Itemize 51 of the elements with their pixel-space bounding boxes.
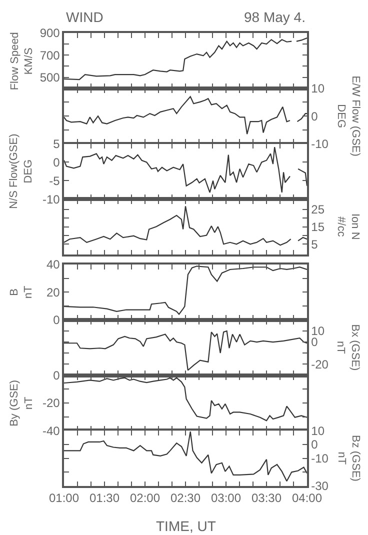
x-tick-label: 03:30	[251, 491, 282, 506]
line-series	[64, 96, 291, 135]
line-series	[64, 206, 292, 246]
y-tick-label: 700	[40, 48, 60, 62]
y-tick-label: -20	[42, 396, 60, 410]
y2-tick-label: -30	[311, 479, 329, 494]
y-axis-title: N/S Flow(GSE) DEG	[8, 134, 34, 209]
y2-axis-title: Ion N #/cc	[334, 214, 362, 240]
y2-tick-label: 10	[311, 82, 325, 96]
y-tick-label: -40	[42, 424, 60, 438]
line-series	[64, 266, 307, 315]
y2-axis-title: E/W Flow (GSE) DEG	[335, 76, 362, 156]
y-tick-label: 500	[40, 70, 60, 84]
y-tick-label: 900	[40, 26, 60, 40]
x-tick-label: 01:30	[89, 491, 120, 506]
y-tick-label: 0	[53, 155, 60, 170]
y-tick-label: -5	[49, 174, 60, 188]
y2-tick-label: -10	[311, 136, 329, 151]
y2-tick-label: 0	[311, 438, 318, 452]
y-tick-label: -10	[42, 192, 60, 206]
y-axis-title: B nT	[8, 286, 35, 299]
y2-axis-title: Bx (GSE) nT	[334, 324, 361, 371]
x-tick-label: 01:00	[48, 491, 80, 506]
x-tick-label: 02:00	[130, 491, 160, 506]
y2-tick-label: 15	[311, 220, 325, 234]
y-tick-label: 0	[53, 368, 60, 382]
y2-tick-label: -10	[311, 452, 329, 466]
x-tick-label: 03:00	[210, 491, 242, 506]
line-series	[64, 330, 307, 371]
line-series	[64, 39, 292, 80]
x-axis-title: TIME, UT	[156, 518, 216, 534]
chart-subtitle: 98 May 4.	[244, 9, 306, 25]
x-tick-label: 04:00	[292, 491, 322, 506]
y2-tick-label: -20	[311, 357, 329, 372]
y2-tick-label: 5	[311, 237, 318, 252]
y2-tick-label: 0	[311, 109, 318, 124]
y-tick-label: 20	[46, 285, 60, 300]
y-tick-label: 5	[53, 136, 60, 151]
line-series	[298, 168, 307, 186]
chart-title: WIND	[66, 9, 104, 25]
line-series	[64, 377, 307, 422]
y2-tick-label: 25	[311, 202, 325, 217]
y2-tick-label: 10	[311, 424, 325, 438]
y-tick-label: 40	[46, 258, 60, 272]
y2-axis-title: Bz (GSE) nT	[335, 435, 362, 482]
line-series	[64, 431, 307, 482]
y-axis-title: By (GSE) nT	[8, 380, 35, 426]
x-tick-label: 02:30	[170, 491, 201, 506]
y-axis-title: Flow Speed KM/S	[8, 32, 36, 90]
line-series	[64, 146, 291, 194]
y-tick-label: 0	[53, 313, 60, 328]
